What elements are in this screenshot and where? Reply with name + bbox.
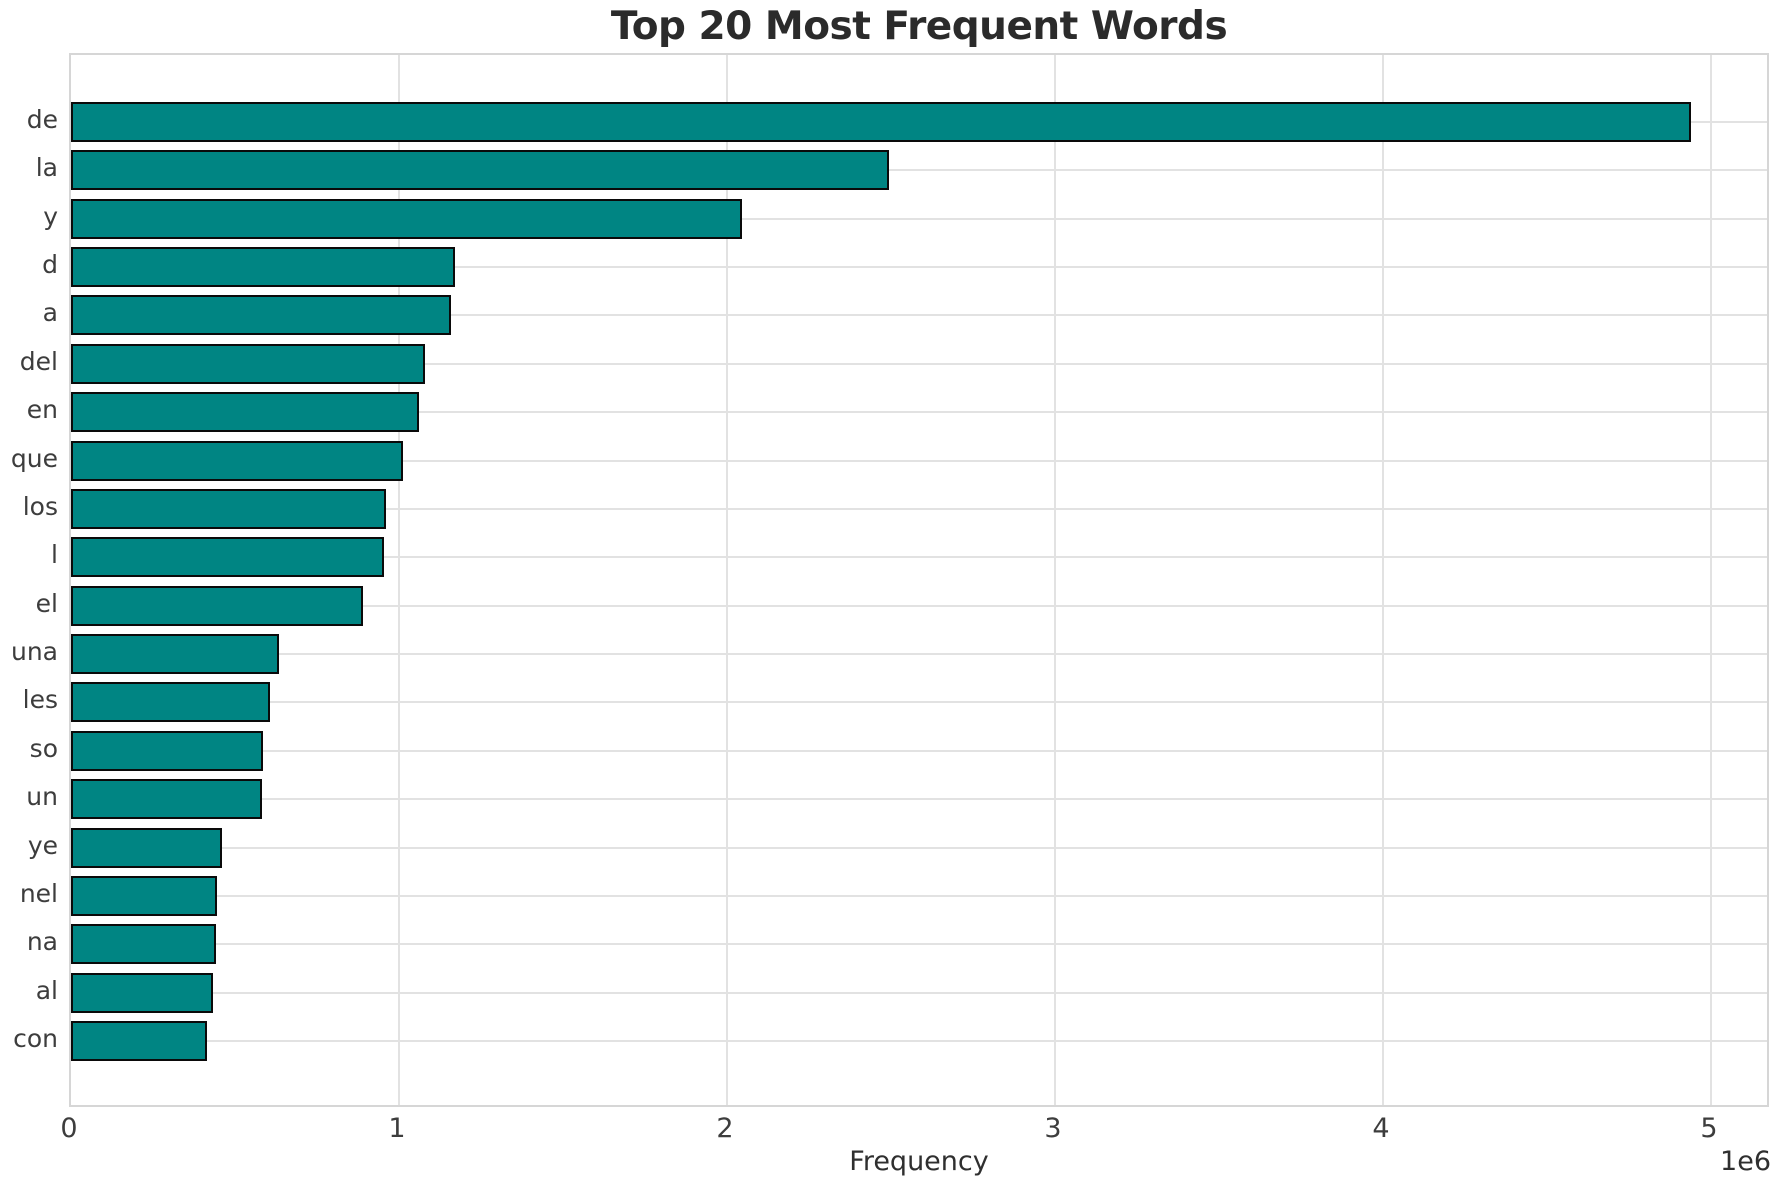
y-gridline-y: [71, 217, 1767, 220]
y-gridline-con: [71, 1040, 1767, 1042]
ytick-label-les: les: [22, 685, 58, 715]
y-gridline-al: [71, 991, 1767, 994]
y-gridline-del: [71, 362, 1767, 365]
ytick-label-al: al: [35, 975, 58, 1005]
bar-los: [71, 488, 387, 529]
x-gridline-3: [1053, 55, 1056, 1105]
x-gridline-5: [1709, 55, 1712, 1105]
bar-de: [71, 102, 1691, 142]
y-gridline-so: [71, 749, 1767, 752]
x-gridline-1: [397, 55, 400, 1105]
bar-el: [71, 585, 363, 626]
ytick-label-del: del: [19, 346, 58, 376]
y-gridline-el: [71, 604, 1767, 607]
ytick-label-de: de: [26, 105, 58, 134]
ytick-label-ye: ye: [27, 830, 58, 860]
bar-con: [71, 1021, 208, 1061]
ytick-label-un: un: [26, 782, 58, 812]
ytick-label-en: en: [26, 395, 58, 425]
bar-l: [71, 537, 384, 578]
y-gridline-l: [71, 556, 1767, 559]
bar-nel: [71, 875, 217, 916]
y-gridline-una: [71, 653, 1767, 656]
bar-ye: [71, 827, 222, 868]
y-gridline-ye: [71, 846, 1767, 849]
bar-del: [71, 343, 425, 384]
ytick-label-la: la: [35, 153, 58, 183]
bar-la: [71, 150, 890, 191]
plot-area: [69, 53, 1769, 1107]
x-gridline-2: [725, 55, 728, 1105]
y-gridline-a: [71, 314, 1767, 317]
bar-que: [71, 440, 403, 481]
y-gridline-nel: [71, 894, 1767, 897]
ytick-label-que: que: [10, 443, 58, 473]
y-gridline-la: [71, 169, 1767, 172]
bar-en: [71, 392, 419, 433]
bar-al: [71, 972, 214, 1013]
y-gridline-d: [71, 266, 1767, 269]
bar-d: [71, 247, 456, 288]
y-gridline-que: [71, 459, 1767, 462]
y-gridline-en: [71, 411, 1767, 414]
ytick-label-d: d: [42, 250, 58, 280]
y-gridline-na: [71, 943, 1767, 946]
xtick-label-5: 5: [1700, 1113, 1718, 1144]
bar-una: [71, 634, 279, 675]
x-axis-title: Frequency: [849, 1146, 989, 1177]
bar-y: [71, 198, 743, 239]
ytick-label-nel: nel: [19, 878, 58, 908]
bar-so: [71, 730, 263, 771]
bar-a: [71, 295, 452, 336]
ytick-label-el: el: [35, 588, 58, 618]
xtick-label-3: 3: [1044, 1113, 1062, 1144]
xtick-label-2: 2: [716, 1113, 734, 1144]
xtick-label-0: 0: [60, 1113, 78, 1144]
ytick-label-l: l: [51, 540, 58, 570]
y-gridline-un: [71, 798, 1767, 801]
ytick-label-a: a: [42, 298, 58, 328]
y-gridline-los: [71, 507, 1767, 510]
bar-na: [71, 924, 216, 965]
xtick-label-1: 1: [388, 1113, 406, 1144]
ytick-label-y: y: [43, 201, 58, 231]
xtick-label-4: 4: [1372, 1113, 1390, 1144]
bar-les: [71, 682, 271, 723]
ytick-label-con: con: [13, 1024, 58, 1053]
ytick-label-los: los: [22, 491, 58, 521]
y-gridline-les: [71, 701, 1767, 704]
axis-offset-label: 1e6: [1720, 1146, 1771, 1177]
bar-un: [71, 779, 263, 820]
ytick-label-so: so: [29, 733, 58, 763]
x-gridline-4: [1381, 55, 1384, 1105]
chart-title: Top 20 Most Frequent Words: [610, 4, 1228, 49]
ytick-label-na: na: [26, 927, 58, 957]
ytick-label-una: una: [10, 637, 58, 667]
